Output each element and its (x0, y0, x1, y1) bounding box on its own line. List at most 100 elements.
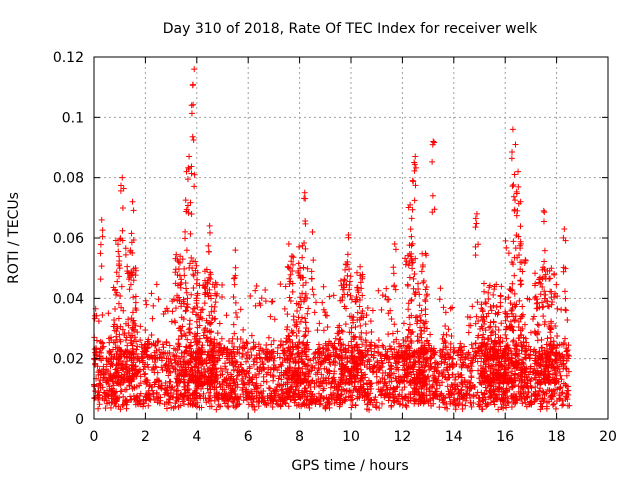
data-point (429, 158, 436, 165)
data-point (447, 305, 454, 312)
data-point (399, 378, 406, 385)
data-point (96, 401, 103, 408)
data-point (132, 293, 139, 300)
data-point (455, 373, 462, 380)
data-point (437, 391, 444, 398)
data-point (547, 334, 554, 341)
data-point (382, 380, 389, 387)
data-point (224, 403, 231, 410)
data-point (292, 396, 299, 403)
data-point (508, 395, 515, 402)
data-point (170, 345, 177, 352)
data-point (444, 405, 451, 412)
data-point (122, 337, 129, 344)
data-point (189, 367, 196, 374)
data-point (112, 237, 119, 244)
data-point (465, 329, 472, 336)
data-point (540, 218, 547, 225)
data-point (274, 350, 281, 357)
data-point (115, 273, 122, 280)
data-point (255, 370, 262, 377)
data-point (481, 280, 487, 287)
data-point (184, 304, 191, 311)
data-point (152, 363, 159, 370)
data-point (229, 398, 236, 405)
data-point (346, 387, 353, 394)
data-point (365, 356, 372, 363)
data-point (514, 207, 521, 214)
data-point (519, 400, 526, 407)
data-point (444, 383, 451, 390)
data-point (183, 285, 190, 292)
data-point (408, 296, 415, 303)
data-point (373, 404, 380, 411)
data-point (100, 363, 107, 370)
data-point (178, 314, 185, 321)
data-point (103, 392, 110, 399)
data-point (254, 366, 261, 373)
data-point (182, 235, 189, 242)
data-point (193, 311, 200, 318)
data-point (285, 344, 292, 351)
data-point (415, 401, 422, 408)
data-point (341, 398, 348, 405)
data-point (116, 253, 123, 260)
data-point (149, 315, 156, 322)
data-point (411, 270, 418, 277)
data-point (162, 362, 169, 369)
data-point (154, 369, 161, 376)
data-point (118, 388, 125, 395)
data-point (144, 394, 151, 401)
data-point (153, 281, 160, 288)
data-point (228, 359, 235, 366)
data-point (201, 300, 208, 307)
data-point (462, 383, 469, 390)
data-point (148, 384, 155, 391)
data-point (564, 316, 571, 323)
data-point (381, 394, 388, 401)
data-point (393, 366, 400, 373)
data-point (388, 378, 395, 385)
data-point (109, 385, 116, 392)
data-point (284, 375, 291, 382)
data-point (351, 383, 358, 390)
data-point (503, 385, 510, 392)
data-point (143, 376, 150, 383)
data-point (211, 397, 218, 404)
data-point (114, 241, 121, 248)
data-point (261, 366, 268, 373)
data-point (191, 305, 198, 312)
data-point (166, 349, 173, 356)
data-point (323, 380, 330, 387)
data-point (320, 387, 327, 394)
data-point (276, 372, 283, 379)
data-point (126, 373, 133, 380)
data-point (124, 268, 131, 275)
data-point (385, 331, 392, 338)
data-point (511, 272, 518, 279)
data-point (184, 336, 191, 343)
data-point (153, 391, 160, 398)
data-point (449, 382, 456, 389)
data-point (416, 302, 423, 309)
data-point (230, 375, 237, 382)
data-point (469, 303, 476, 310)
data-point (277, 281, 284, 288)
data-point (449, 304, 456, 311)
data-point (123, 405, 130, 412)
data-point (304, 265, 311, 272)
data-point (426, 366, 433, 373)
data-point (302, 348, 309, 355)
data-point (239, 367, 246, 374)
data-point (219, 395, 226, 402)
data-point (554, 398, 561, 405)
data-point (561, 225, 568, 232)
data-point (367, 383, 374, 390)
y-tick-label: 0.08 (53, 171, 84, 187)
data-point (230, 321, 237, 328)
data-point (109, 399, 116, 406)
data-point (561, 288, 568, 295)
data-point (420, 397, 427, 404)
data-point (559, 389, 566, 396)
